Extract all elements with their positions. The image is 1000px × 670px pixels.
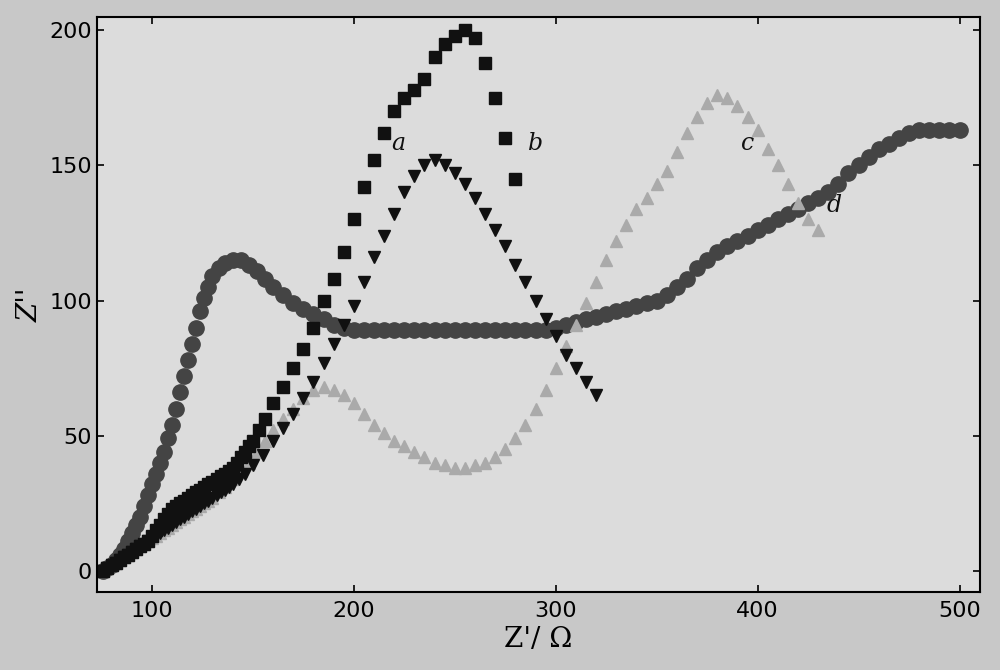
X-axis label: Z'/ Ω: Z'/ Ω: [504, 626, 573, 653]
Text: b: b: [528, 132, 543, 155]
Y-axis label: Z'': Z'': [17, 287, 44, 322]
Text: c: c: [741, 132, 754, 155]
Text: a: a: [391, 132, 405, 155]
Text: d: d: [827, 194, 842, 217]
